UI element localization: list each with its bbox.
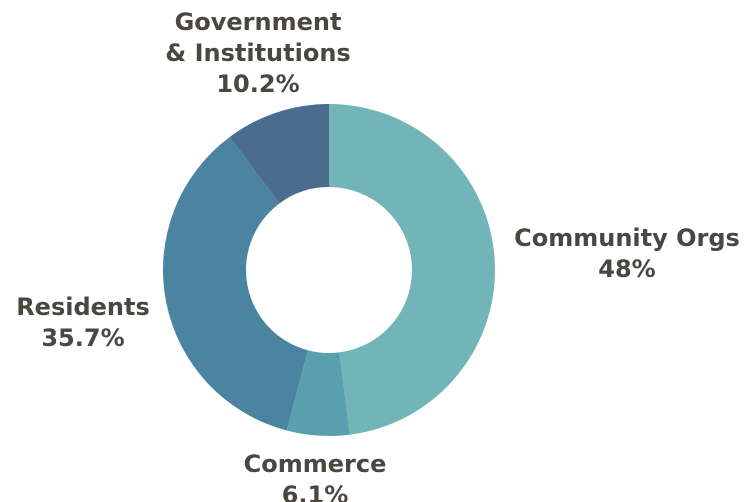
slice-community-orgs xyxy=(329,104,496,435)
slice-residents xyxy=(163,136,308,431)
labels-layer: Community Orgs 48% Commerce 6.1% Residents 35… xyxy=(16,8,740,502)
slice-value-label-3: 10.2% xyxy=(216,70,299,98)
slice-value-label-2: 35.7% xyxy=(41,324,124,352)
slice-value-label-0: 48% xyxy=(598,255,655,283)
slice-name-label-1-0: Commerce xyxy=(244,450,387,478)
slices-layer xyxy=(163,104,496,436)
slice-name-label-3-0: Government xyxy=(175,8,342,36)
slice-name-label-2-0: Residents xyxy=(16,293,150,321)
slice-commerce xyxy=(286,350,350,436)
slice-value-label-1: 6.1% xyxy=(282,481,349,502)
slice-name-label-0-0: Community Orgs xyxy=(514,224,740,252)
slice-government-institutions xyxy=(229,104,329,204)
slice-name-label-3-1: & Institutions xyxy=(165,39,350,67)
